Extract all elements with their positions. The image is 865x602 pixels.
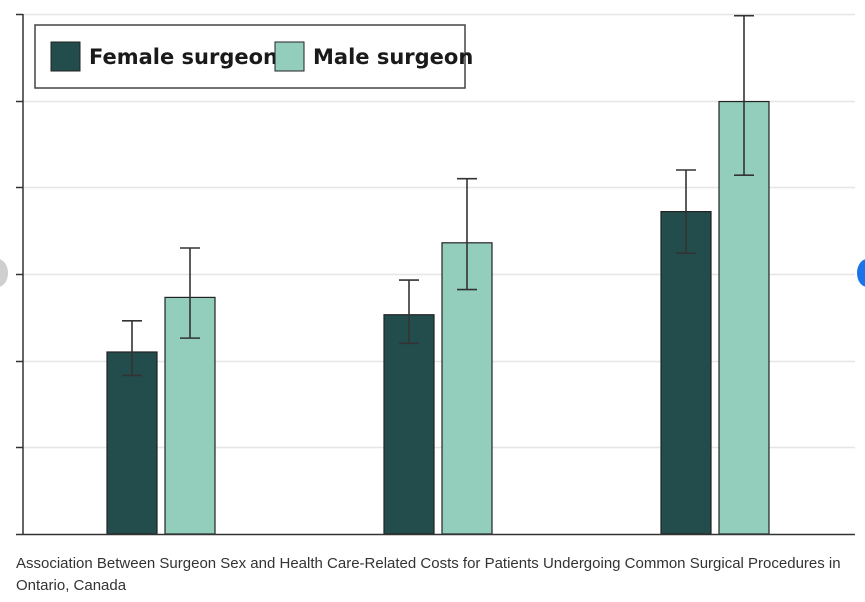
next-arrow-icon[interactable]	[857, 259, 865, 287]
bar-female-2	[383, 314, 435, 535]
previous-arrow-icon[interactable]	[0, 259, 8, 287]
bar-female-1	[106, 351, 158, 535]
gridlines	[23, 13, 855, 449]
legend-label-female: Female surgeon	[89, 45, 278, 69]
legend: Female surgeon Male surgeon	[34, 24, 473, 89]
bars	[106, 100, 770, 535]
bar-female-3	[660, 211, 712, 535]
figure-caption: Association Between Surgeon Sex and Heal…	[16, 555, 841, 594]
legend-swatch-male	[274, 41, 305, 72]
legend-swatch-female	[50, 41, 81, 72]
legend-label-male: Male surgeon	[313, 45, 473, 69]
y-axis-ticks	[16, 13, 23, 536]
error-bar-female-2	[399, 279, 419, 345]
legend-box	[34, 24, 466, 89]
error-bar-male-1	[180, 247, 200, 339]
error-bar-male-2	[457, 177, 477, 291]
error-bar-male-3	[734, 14, 754, 176]
error-bars	[122, 14, 754, 377]
error-bar-female-3	[676, 169, 696, 254]
error-bar-female-1	[122, 319, 142, 377]
